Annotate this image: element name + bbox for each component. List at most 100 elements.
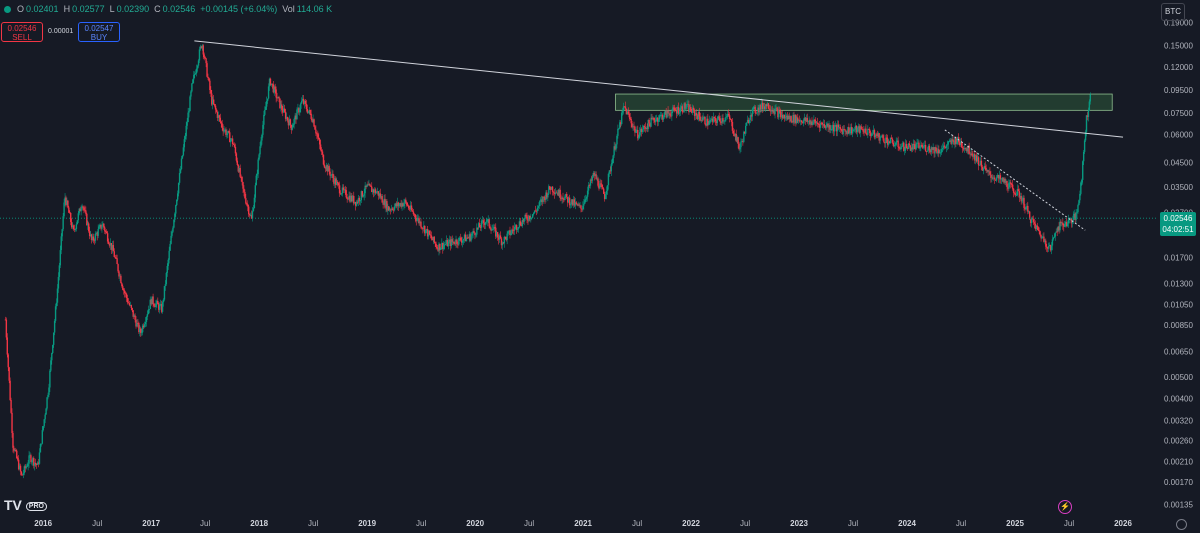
candle-body [339,193,342,195]
buy-button[interactable]: 0.02547 BUY [78,22,120,42]
price-tick-label: 0.03500 [1164,183,1193,192]
candle-body [745,125,747,134]
candle-body [272,84,275,93]
candle-body [1001,177,1003,179]
candle-body [151,296,153,305]
candle-body [898,146,900,149]
candle-body [89,234,92,237]
candle-body [93,240,96,242]
candle-body [941,148,944,150]
candle-body [687,104,689,105]
candle-body [906,148,909,150]
candle-body [254,185,257,198]
candle-body [384,198,386,208]
candle-body [248,214,251,216]
candle-body [330,174,332,176]
candle-body [376,191,379,193]
price-tick-label: 0.00400 [1164,395,1193,404]
time-tick-label: Jul [308,519,318,528]
candle-body [622,106,625,112]
candle-body [976,157,979,162]
candle-body [991,177,993,179]
symbol-compare-button[interactable]: BTC [1161,3,1185,21]
candle-body [803,117,806,121]
candle-body [866,133,868,135]
candle-body [42,426,44,431]
candle-body [295,115,297,120]
candle-body [762,102,764,110]
candle-body [473,230,475,233]
candle-body [245,198,247,204]
candle-body [299,108,301,113]
candle-body [734,133,736,137]
candle-body [525,214,527,217]
sell-button[interactable]: 0.02546 SELL [1,22,43,42]
candle-body [603,193,606,200]
candle-body [343,189,346,191]
candle-body [462,238,465,241]
candle-body [214,105,217,110]
candle-body [856,127,859,133]
candle-body [425,229,428,230]
candle-body [85,210,87,214]
candle-body [280,104,282,109]
tradingview-logo[interactable]: TV PRO [4,497,47,513]
candle-body [122,286,124,290]
candle-body [153,304,155,306]
candle-body [537,206,540,208]
candle-body [550,186,553,190]
candle-body [829,125,831,130]
candle-body [190,91,192,97]
candle-body [690,106,692,112]
candle-body [877,133,879,137]
candle-body [875,134,878,136]
candle-body [206,63,208,77]
candle-body [338,185,341,194]
candle-body [1011,184,1013,185]
candle-body [532,213,535,215]
candle-body [47,394,49,398]
candle-body [118,271,120,277]
candle-body [489,226,491,229]
candle-body [1014,193,1017,196]
candle-body [895,141,897,145]
candle-body [566,193,568,198]
candle-body [466,237,469,239]
lightning-icon[interactable]: ⚡ [1058,500,1072,514]
trendline[interactable] [194,40,1124,138]
candle-body [480,220,483,228]
candle-body [54,306,57,321]
candle-body [302,98,305,104]
candle-body [50,360,52,371]
trendline[interactable] [944,129,1086,231]
price-tick-label: 0.19000 [1164,18,1193,27]
candle-body [1060,221,1062,224]
candle-body [712,116,715,122]
candle-body [194,73,197,74]
candle-body [929,150,932,153]
candle-body [257,159,259,175]
candle-body [862,129,864,132]
candle-body [308,109,310,112]
candle-body [105,231,108,234]
candle-body [125,293,128,299]
candle-body [460,237,462,241]
settings-gear-icon[interactable] [1176,519,1187,530]
candle-body [454,243,456,245]
candle-body [202,45,204,55]
candle-body [680,106,683,109]
candle-body [77,213,79,221]
candle-body [589,179,592,186]
buy-price: 0.02547 [84,24,114,33]
candle-body [1078,200,1080,206]
candle-body [1057,226,1059,232]
candle-body [563,199,565,201]
candle-body [169,243,171,251]
candle-body [92,236,95,241]
candle-body [883,138,885,143]
candle-body [899,148,901,150]
candle-body [278,96,280,99]
candle-body [367,184,369,186]
candle-body [896,140,898,142]
